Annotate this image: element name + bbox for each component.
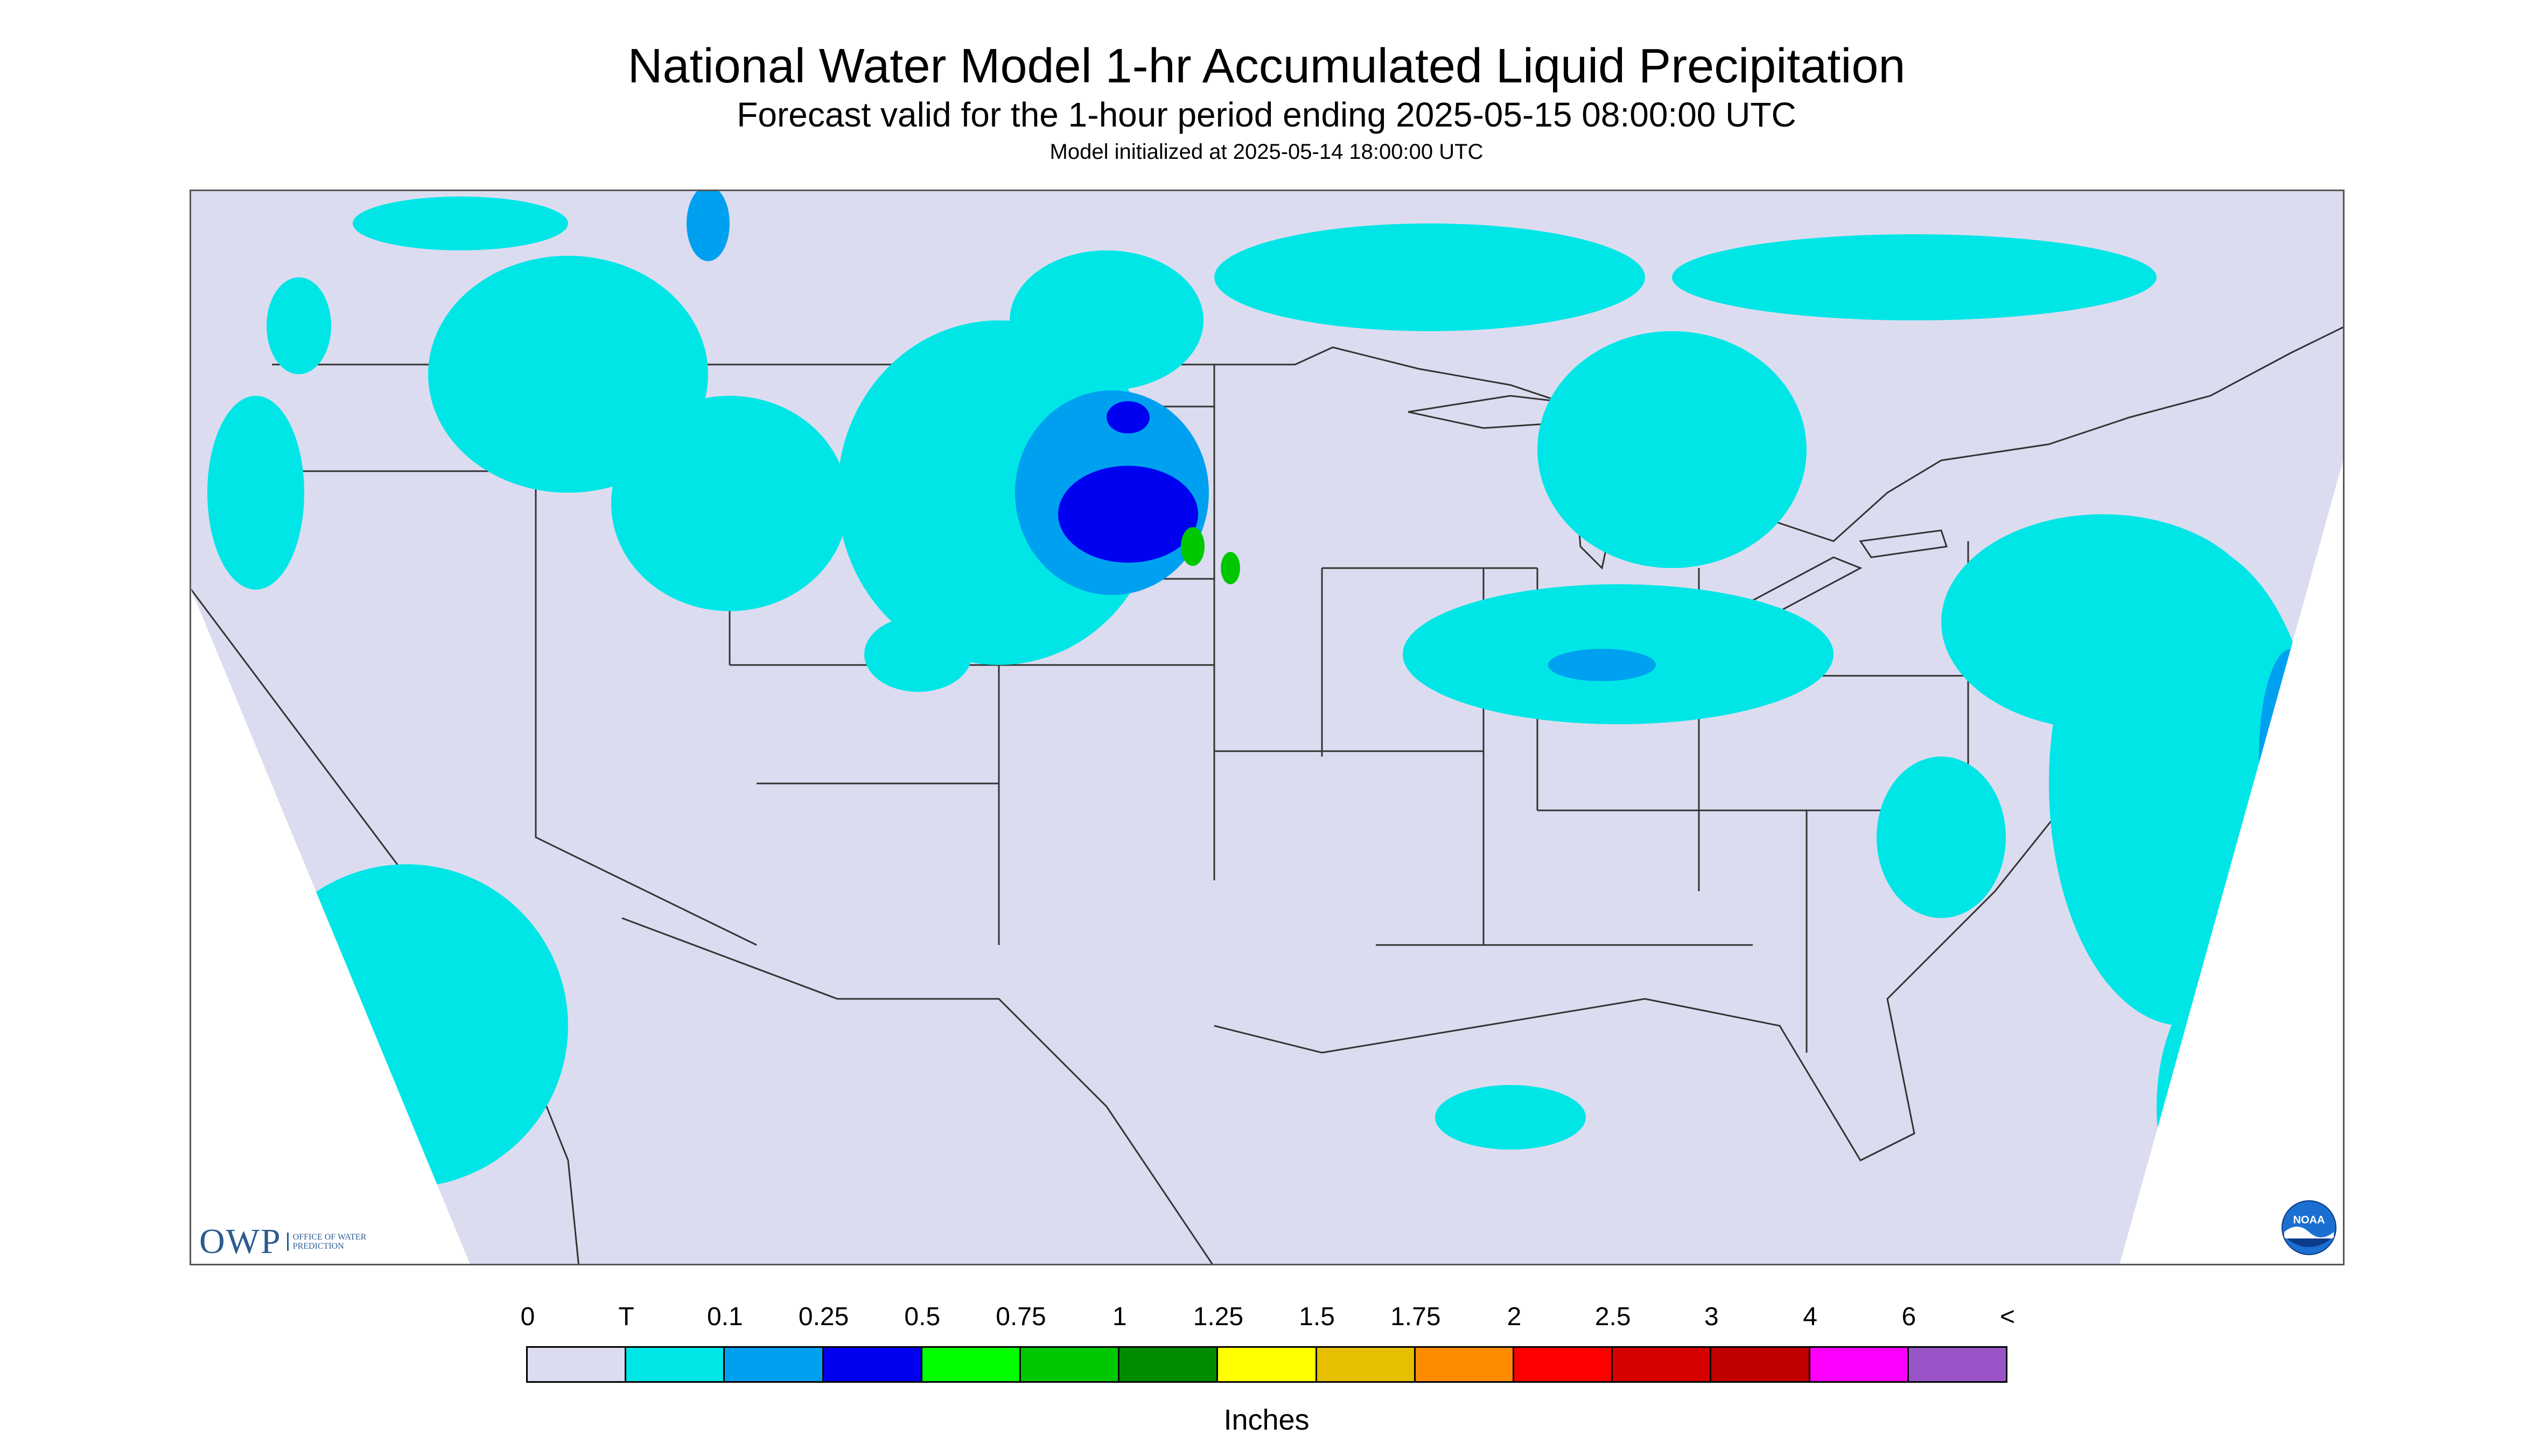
outside-domain-left (191, 590, 470, 1264)
precip-05 (1181, 527, 1240, 584)
legend-tick-label: 1.75 (1390, 1303, 1441, 1331)
legend-tick-label: T (618, 1303, 634, 1331)
precipitation-map (190, 190, 2345, 1265)
legend-swatch (1513, 1346, 1613, 1383)
legend-tick-labels: 0 T 0.1 0.25 0.5 0.75 1 1.25 1.5 1.75 2 2.5 3 4 6 < (521, 1302, 2015, 1334)
legend-swatch (1414, 1346, 1515, 1383)
precip-025 (1058, 401, 1198, 563)
legend-tick-label: 2.5 (1594, 1303, 1631, 1331)
legend-swatch (723, 1346, 824, 1383)
legend-swatch (1216, 1346, 1317, 1383)
map-title: National Water Model 1-hr Accumulated Li… (627, 39, 1906, 93)
legend-swatch (526, 1346, 627, 1383)
legend-tick-label: 0.75 (996, 1303, 1046, 1331)
legend-tick-label: 4 (1803, 1303, 1817, 1331)
owp-logo-text: OWP (199, 1222, 282, 1261)
color-legend (526, 1346, 2008, 1385)
legend-tick-label: 6 (1901, 1303, 1916, 1331)
legend-swatch (1118, 1346, 1219, 1383)
legend-swatch (1808, 1346, 1909, 1383)
forecast-valid-line: Forecast valid for the 1-hour period end… (737, 95, 1796, 134)
legend-tick-label: 3 (1704, 1303, 1719, 1331)
legend-tick-label: 0.1 (707, 1303, 743, 1331)
legend-units: Inches (1223, 1404, 1310, 1436)
legend-tick-label: 0.25 (798, 1303, 849, 1331)
legend-tick-label: < (1999, 1303, 2016, 1331)
model-init-line: Model initialized at 2025-05-14 18:00:00… (1049, 140, 1484, 164)
legend-swatch (920, 1346, 1021, 1383)
owp-logo-subtitle: OFFICE OF WATER PREDICTION (286, 1233, 374, 1251)
noaa-logo-text: NOAA (2293, 1214, 2325, 1226)
legend-tick-label: 0 (520, 1303, 535, 1331)
legend-tick-label: 0.5 (904, 1303, 941, 1331)
legend-tick-label: 1.5 (1299, 1303, 1335, 1331)
legend-swatch (1710, 1346, 1810, 1383)
legend-swatch (625, 1346, 725, 1383)
legend-swatch (1315, 1346, 1416, 1383)
legend-tick-label: 2 (1507, 1303, 1522, 1331)
legend-swatch (1611, 1346, 1712, 1383)
legend-swatch (1907, 1346, 2008, 1383)
outside-domain-right (2119, 461, 2343, 1264)
legend-swatch (1019, 1346, 1120, 1383)
legend-tick-label: 1 (1112, 1303, 1127, 1331)
legend-tick-label: 1.25 (1193, 1303, 1244, 1331)
noaa-logo-icon: NOAA (2281, 1200, 2337, 1256)
legend-swatch (822, 1346, 922, 1383)
owp-logo: OWP OFFICE OF WATER PREDICTION (199, 1221, 374, 1262)
